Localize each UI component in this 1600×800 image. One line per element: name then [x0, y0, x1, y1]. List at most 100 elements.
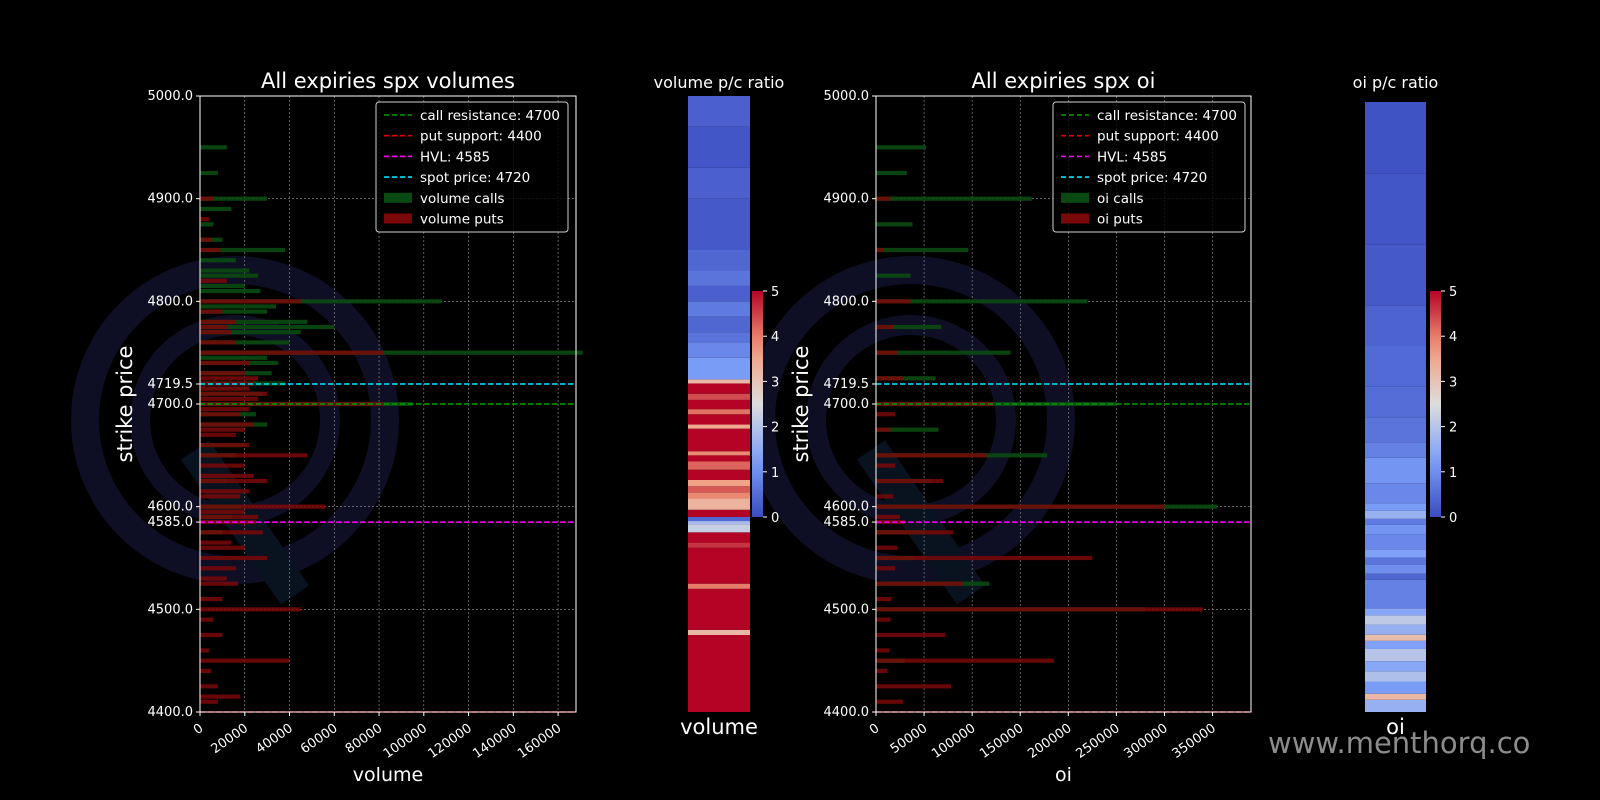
heatmap2-band: [1365, 386, 1426, 418]
panel1-bar-put: [200, 540, 232, 545]
panel1-bar-call: [200, 355, 268, 360]
heatmap1-colorbar-tick-label: 0: [771, 511, 779, 526]
panel2-bar-put: [876, 196, 891, 201]
panel2-legend-box: [1052, 101, 1246, 233]
panel1-xtick-label: 40000: [253, 721, 295, 757]
heatmap2-band: [1365, 640, 1426, 649]
panel2-legend-swatch-patch: [1061, 213, 1089, 224]
panel1-bar-put: [200, 391, 268, 396]
panel1-bar-put: [200, 324, 227, 330]
panel1-ytick-label: 4900.0: [148, 192, 194, 207]
heatmap1-band: [688, 414, 750, 425]
heatmap2-band: [1365, 524, 1426, 535]
heatmap2-band: [1365, 564, 1426, 574]
panel2-ytick-label: 5000.0: [824, 89, 870, 104]
heatmap2-band: [1365, 579, 1426, 609]
panel1-ytick-label: 4500.0: [148, 602, 194, 617]
panel1-bar-put: [200, 278, 227, 283]
panel2-xtick-label: 0: [867, 721, 882, 738]
heatmap2-band: [1365, 518, 1426, 525]
panel1-ylabel: strike price: [113, 346, 137, 463]
heatmap1-band: [688, 285, 750, 302]
panel2-bar-put: [876, 427, 891, 432]
heatmap1-band: [688, 250, 750, 271]
panel2-bar-put: [876, 684, 951, 689]
panel1-xtick-label: 60000: [298, 721, 340, 757]
heatmap2-band: [1365, 661, 1426, 672]
heatmap1-colorbar-tick-label: 4: [771, 330, 779, 345]
panel1-bar-call: [200, 273, 259, 278]
panel1-bar-put: [200, 422, 254, 427]
heatmap2-xlabel: oi: [1386, 715, 1405, 739]
panel1-bar-put: [200, 581, 239, 586]
heatmap2-band: [1365, 173, 1426, 245]
panel2-legend-label: spot price: 4720: [1097, 170, 1207, 186]
heatmap2-band: [1365, 648, 1426, 662]
heatmap2-colorbar-tick-label: 1: [1449, 466, 1457, 481]
panel1-bar-put: [200, 658, 290, 663]
panel1-bar-put: [200, 694, 241, 699]
panel1-bar-put: [200, 453, 308, 458]
heatmap1-band: [688, 316, 750, 333]
panel1-xtick-label: 80000: [343, 721, 385, 757]
panel1-bar-call: [200, 206, 232, 212]
panel1-bar-put: [200, 319, 236, 324]
panel2-bar-call: [876, 170, 907, 176]
panel1-bar-put: [200, 684, 218, 689]
panel2-bar-put: [876, 545, 898, 550]
heatmap2-band: [1365, 693, 1426, 700]
panel1-bar-put: [200, 371, 245, 376]
heatmap1-band: [688, 583, 750, 589]
panel1-bar-put: [200, 407, 250, 412]
panel1-xtick-label: 160000: [515, 721, 564, 762]
heatmap1-band: [688, 635, 750, 712]
panel1-bar-put: [200, 530, 263, 535]
panel1-bar-put: [200, 617, 214, 622]
panel1-bar-put: [200, 247, 221, 253]
panel2-legend-label: oi puts: [1097, 212, 1143, 228]
panel2-bar-put: [876, 648, 890, 653]
heatmap2-band: [1365, 483, 1426, 504]
heatmap1-band: [688, 469, 750, 480]
panel2-bar-put: [876, 350, 898, 355]
panel1-bar-put: [200, 566, 236, 571]
heatmap2-band: [1365, 573, 1426, 580]
panel2-xtick-label: 100000: [929, 721, 978, 762]
panel1-bar-put: [200, 350, 384, 355]
heatmap1-band: [688, 479, 750, 487]
panel1-legend-label: volume calls: [420, 191, 505, 207]
panel2-bar-call: [876, 145, 926, 150]
panel2-bar-call: [876, 222, 913, 227]
heatmap2-band: [1365, 457, 1426, 484]
panel1-bar-put: [200, 504, 326, 509]
heatmap2-band: [1365, 534, 1426, 550]
panel2-ytick-label: 4700.0: [824, 397, 870, 412]
panel2-bar-put: [876, 504, 1165, 509]
panel2-bar-put: [876, 478, 944, 484]
panel2-xtick-label: 350000: [1170, 721, 1219, 762]
heatmap1-band: [688, 588, 750, 630]
heatmap1-band: [688, 509, 750, 517]
heatmap2-band: [1365, 624, 1426, 635]
panel1-bar-put: [200, 607, 301, 612]
panel1-bar-call: [200, 268, 250, 273]
panel1-bar-call: [200, 288, 261, 294]
panel1-bar-put: [200, 299, 301, 304]
heatmap2-colorbar-tick-label: 3: [1449, 375, 1457, 390]
panel2-bar-call: [876, 196, 1032, 201]
panel1-bar-put: [200, 478, 268, 484]
heatmap1-band: [688, 393, 750, 400]
panel1-bar-put: [200, 217, 209, 222]
panel2-bar-put: [876, 376, 903, 381]
panel2-bar-call: [876, 247, 969, 253]
panel1-bar-call: [200, 304, 277, 309]
heatmap1-band: [688, 399, 750, 410]
panel2-bar-call: [876, 376, 936, 381]
panel2-bar-call: [876, 299, 1088, 304]
panel2-bar-put: [876, 632, 946, 638]
panel2-bar-put: [876, 581, 963, 586]
panel1-bar-put: [200, 360, 250, 366]
heatmap2-band: [1365, 557, 1426, 565]
panel1-bar-call: [200, 299, 442, 304]
panel1-xtick-label: 100000: [381, 721, 430, 762]
